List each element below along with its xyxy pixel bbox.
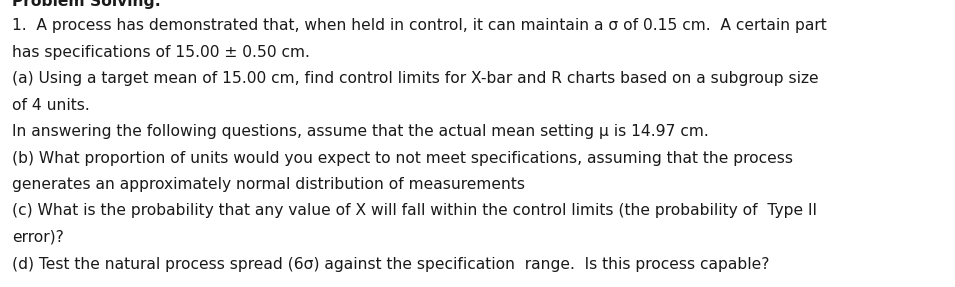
Text: has specifications of 15.00 ± 0.50 cm.: has specifications of 15.00 ± 0.50 cm.	[12, 44, 309, 59]
Text: 1.  A process has demonstrated that, when held in control, it can maintain a σ o: 1. A process has demonstrated that, when…	[12, 18, 827, 33]
Text: (b) What proportion of units would you expect to not meet specifications, assumi: (b) What proportion of units would you e…	[12, 150, 793, 166]
Text: (d) Test the natural process spread (6σ) against the specification  range.  Is t: (d) Test the natural process spread (6σ)…	[12, 257, 770, 272]
Text: generates an approximately normal distribution of measurements: generates an approximately normal distri…	[12, 177, 525, 192]
Text: error)?: error)?	[12, 230, 64, 245]
Text: of 4 units.: of 4 units.	[12, 98, 90, 113]
Text: (a) Using a target mean of 15.00 cm, find control limits for X-bar and R charts : (a) Using a target mean of 15.00 cm, fin…	[12, 71, 818, 86]
Text: Problem Solving:: Problem Solving:	[12, 0, 160, 9]
Text: In answering the following questions, assume that the actual mean setting μ is 1: In answering the following questions, as…	[12, 124, 709, 139]
Text: (c) What is the probability that any value of X will fall within the control lim: (c) What is the probability that any val…	[12, 203, 817, 218]
